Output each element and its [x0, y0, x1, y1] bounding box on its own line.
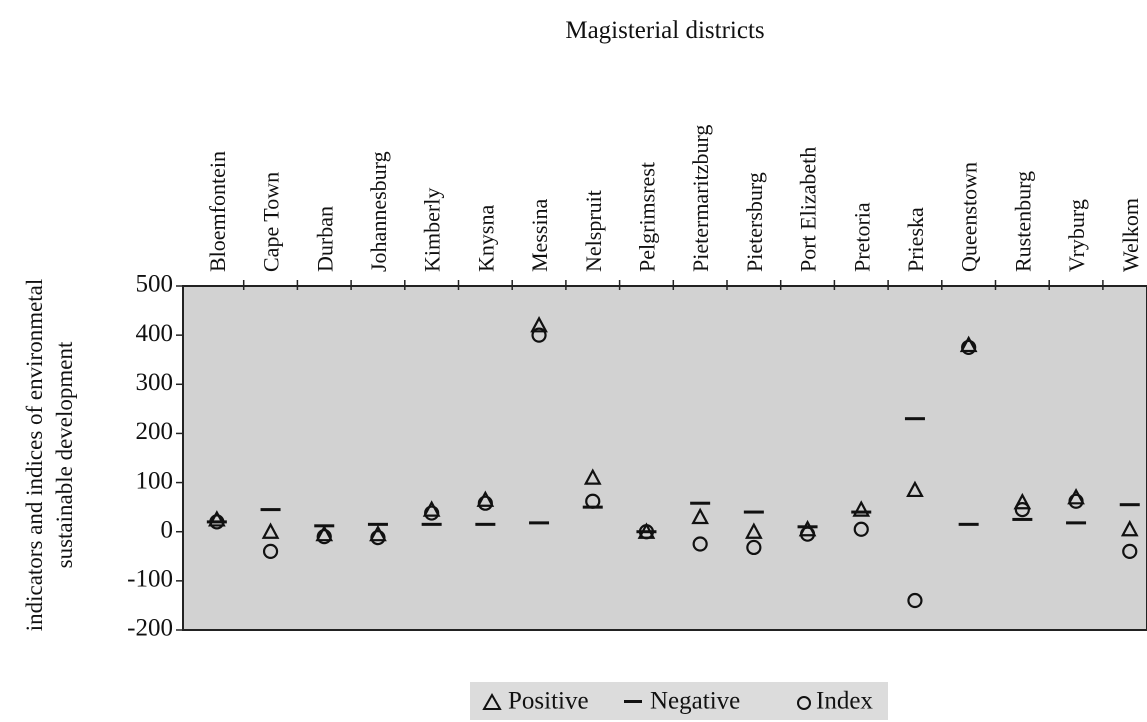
positive-marker	[261, 522, 280, 539]
y-tick-label: 500	[136, 271, 174, 298]
index-marker	[370, 530, 386, 546]
index-marker	[1068, 493, 1084, 509]
x-tick-label: Vryburg	[1064, 199, 1089, 272]
legend-label: Index	[816, 688, 873, 715]
x-tick-label: Pelgrimsrest	[634, 162, 659, 272]
y-axis-label: sustainable development	[52, 341, 77, 568]
y-tick-label: 0	[161, 516, 174, 543]
index-marker	[424, 505, 440, 521]
negative-marker	[904, 417, 925, 421]
index-marker	[585, 493, 601, 509]
negative-marker	[529, 521, 550, 525]
positive-marker	[1013, 492, 1032, 510]
positive-marker	[852, 500, 871, 517]
index-marker	[1014, 502, 1030, 518]
negative-marker	[636, 530, 657, 534]
negative-marker	[260, 508, 281, 512]
y-tick-label: 200	[136, 418, 174, 445]
y-tick-label: 300	[136, 369, 174, 396]
y-tick-label: -100	[127, 566, 173, 593]
positive-marker	[906, 480, 924, 498]
positive-marker	[208, 510, 226, 527]
negative-marker	[851, 510, 872, 514]
x-tick-label: Cape Town	[259, 172, 284, 272]
x-tick-label: Nelspruit	[581, 190, 606, 272]
negative-marker	[1066, 521, 1087, 525]
positive-marker	[691, 507, 709, 525]
negative-marker	[1012, 517, 1033, 521]
positive-marker	[422, 500, 441, 517]
legend-triangle	[482, 692, 502, 710]
negative-marker	[1119, 503, 1140, 507]
positive-marker	[369, 524, 387, 542]
legend-label: Negative	[650, 688, 740, 715]
index-marker	[477, 495, 493, 511]
index-marker	[262, 543, 279, 559]
markers	[206, 315, 1140, 609]
x-tick-label: Welkom	[1118, 198, 1143, 272]
index-marker	[853, 521, 869, 537]
x-tick-label: Queenstown	[957, 162, 982, 272]
positive-marker	[1120, 519, 1139, 537]
legend-box	[470, 682, 888, 720]
x-tick-label: Kimberly	[420, 188, 445, 272]
legend-dash	[624, 700, 642, 703]
negative-marker	[367, 522, 388, 526]
x-tick-label: Prieska	[903, 207, 928, 272]
x-tick-label: Knysna	[473, 205, 498, 272]
plot-area	[182, 285, 1147, 631]
y-tick-label: -200	[127, 615, 173, 642]
positive-marker	[745, 522, 763, 539]
index-marker	[907, 592, 923, 609]
index-marker	[209, 514, 225, 530]
index-marker	[692, 536, 708, 552]
x-tick-label: Durban	[312, 206, 337, 272]
negative-marker	[206, 520, 227, 524]
negative-marker	[314, 524, 335, 528]
x-tick-label: Pretoria	[849, 202, 874, 272]
x-tick-label: Bloemfontein	[205, 151, 230, 272]
negative-marker	[690, 501, 711, 505]
positive-marker	[315, 524, 334, 542]
negative-marker	[958, 522, 979, 526]
positive-marker	[476, 490, 495, 507]
index-marker	[961, 339, 977, 356]
x-tick-label: Pietermaritzburg	[688, 125, 713, 272]
index-marker	[316, 529, 332, 545]
x-tick-label: Port Elizabeth	[796, 147, 821, 272]
positive-marker	[530, 315, 548, 333]
positive-marker	[583, 468, 602, 485]
y-tick-label: 400	[136, 320, 174, 347]
negative-marker	[475, 522, 496, 526]
negative-marker	[421, 522, 442, 526]
x-tick-label: Pietersburg	[742, 172, 767, 272]
index-marker	[1122, 543, 1138, 559]
legend-label: Positive	[508, 688, 589, 715]
y-axis-label: indicators and indices of environmetal	[22, 279, 47, 632]
x-tick-label: Messina	[527, 198, 552, 272]
x-tick-label: Johannesburg	[366, 151, 391, 272]
chart-title: Magisterial districts	[565, 17, 764, 44]
index-marker	[531, 327, 547, 343]
index-marker	[746, 539, 762, 556]
index-marker	[638, 524, 655, 540]
x-tick-label: Rustenburg	[1010, 171, 1035, 272]
y-tick-label: 100	[136, 467, 174, 494]
positive-marker	[959, 335, 978, 353]
negative-marker	[743, 510, 764, 514]
index-marker	[799, 526, 816, 542]
legend-circle	[797, 696, 811, 710]
